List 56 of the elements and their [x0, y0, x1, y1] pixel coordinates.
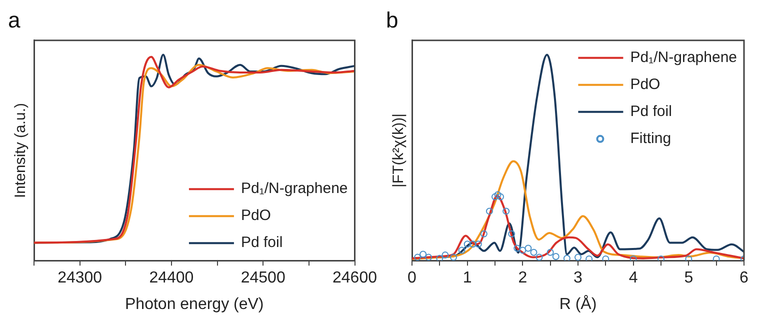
x-axis-title: R (Å)	[559, 294, 597, 313]
point	[450, 254, 457, 261]
point	[546, 248, 554, 256]
x-tick-label: 3	[574, 270, 583, 287]
chart-title: a	[8, 7, 21, 32]
x-tick-label: 24300	[58, 270, 102, 287]
point	[519, 246, 526, 254]
point	[480, 230, 488, 238]
point	[712, 255, 720, 261]
legend-label: Pd foil	[630, 103, 672, 120]
point	[414, 254, 422, 261]
point	[497, 193, 504, 200]
x-tick-label: 6	[740, 270, 749, 287]
point	[602, 255, 610, 261]
point	[530, 248, 538, 256]
point	[630, 255, 637, 261]
point	[442, 252, 449, 259]
point	[458, 246, 466, 254]
point	[502, 208, 510, 215]
legend-label: PdO	[630, 76, 660, 94]
point	[420, 250, 427, 258]
y-axis-title: Intensity (a.u.)	[12, 102, 30, 198]
x-tick-label: 24600	[332, 270, 378, 287]
point	[469, 240, 476, 248]
x-tick-label: 2	[518, 270, 528, 287]
point	[552, 252, 560, 260]
x-tick-label: 1	[462, 270, 472, 287]
point	[574, 254, 582, 261]
point	[536, 254, 543, 261]
point	[464, 240, 471, 248]
point	[658, 255, 664, 261]
chart-title: b	[386, 7, 398, 32]
x-tick-label: 24500	[240, 270, 286, 287]
legend-label: Pd₁/N-graphene	[630, 49, 737, 66]
point	[436, 254, 444, 261]
point	[685, 255, 692, 261]
point	[494, 191, 502, 198]
x-tick-label: 24400	[149, 270, 194, 287]
point	[425, 254, 432, 261]
point	[492, 193, 498, 200]
point	[524, 244, 532, 252]
legend-label: Pd foil	[240, 234, 283, 252]
x-axis-title: Photon energy (eV)	[125, 296, 264, 313]
point	[474, 240, 482, 248]
legend-label: Pd₁/N-graphene	[240, 180, 348, 198]
x-tick-label: 4	[628, 270, 638, 287]
legend-label: PdO	[240, 207, 271, 224]
point	[508, 230, 516, 238]
x-tick-label: 5	[684, 270, 694, 287]
point	[563, 254, 570, 261]
y-axis-title: |FT(k²χ(k))|	[390, 114, 408, 188]
legend-label: Fitting	[630, 130, 672, 148]
point	[514, 244, 521, 252]
point	[486, 208, 493, 215]
point	[586, 255, 593, 261]
x-tick-label: 0	[408, 270, 417, 287]
